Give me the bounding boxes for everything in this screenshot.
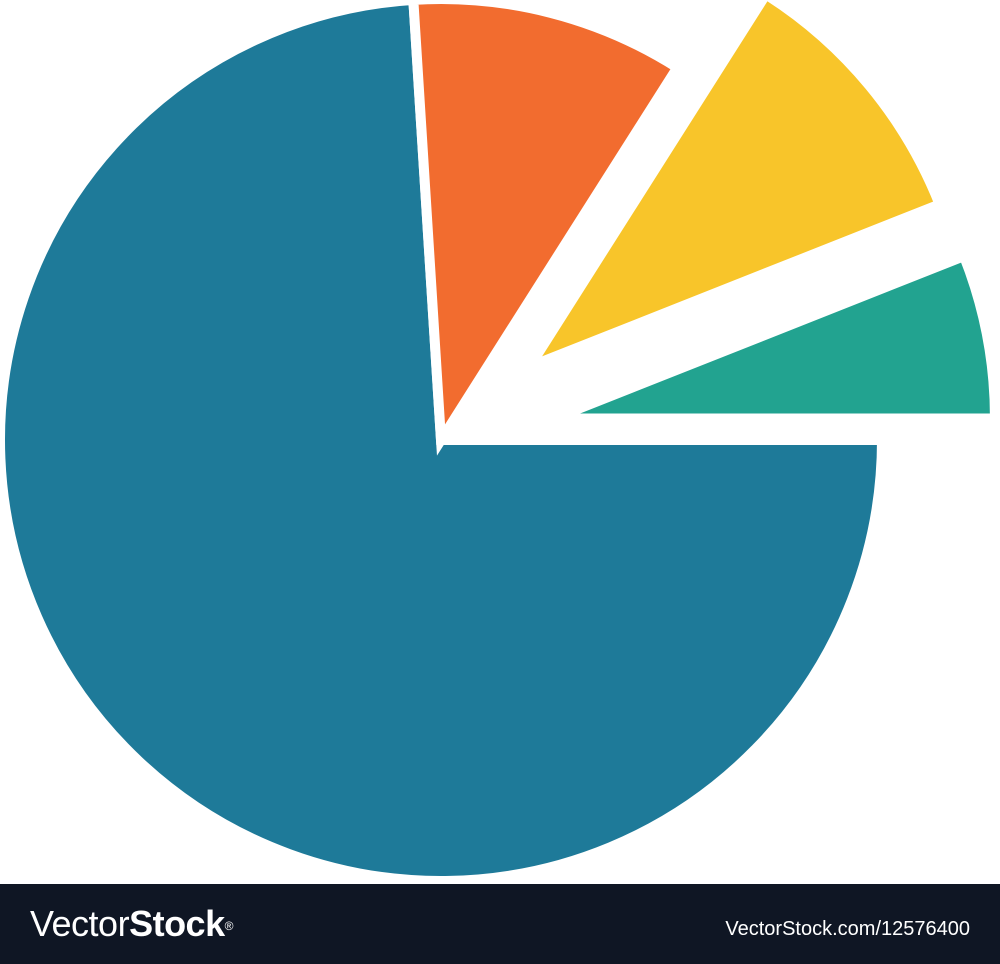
pie-slice-4: [552, 249, 1000, 424]
watermark-image-id: VectorStock.com/12576400: [725, 918, 970, 940]
pie-chart-svg: [0, 0, 1000, 881]
watermark-bar: VectorStock® VectorStock.com/12576400: [0, 884, 1000, 964]
pie-slice-2: [408, 0, 685, 456]
watermark-logo: VectorStock®: [30, 904, 233, 944]
watermark-brand-light: Vector: [30, 903, 130, 944]
pie-chart: [0, 0, 1000, 881]
watermark-brand-bold: Stock: [129, 903, 225, 944]
pie-slice-3: [517, 0, 947, 378]
watermark-registered-mark: ®: [224, 919, 234, 933]
